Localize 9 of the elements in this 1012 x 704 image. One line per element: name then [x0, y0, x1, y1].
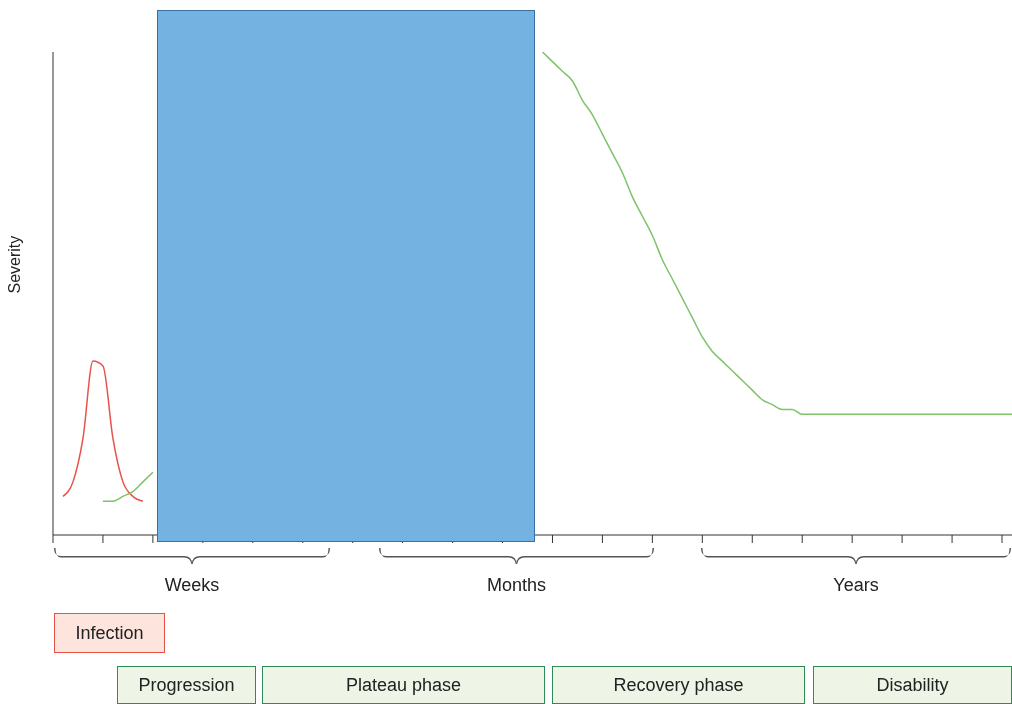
text: Years — [832, 575, 880, 596]
text: Plateau phase — [345, 674, 462, 696]
text: Months — [486, 575, 547, 596]
text: Recovery phase — [613, 674, 744, 696]
text: Weeks — [163, 575, 221, 596]
y-axis-title: Severity — [5, 235, 23, 294]
text: Progression — [138, 674, 235, 696]
text: Infection — [75, 622, 144, 644]
text: Disability — [876, 674, 949, 696]
